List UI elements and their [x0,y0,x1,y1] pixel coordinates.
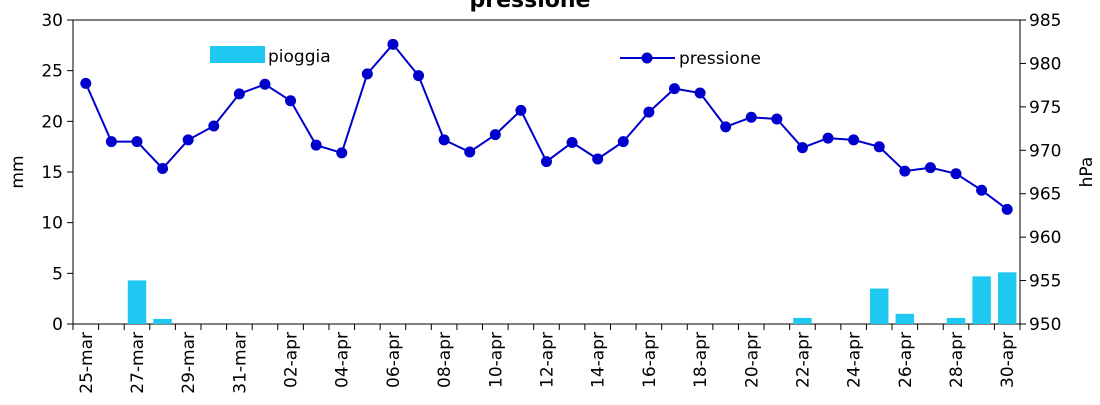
pressure-point [668,83,680,95]
rain-bar [997,272,1017,324]
pressure-point [438,134,450,146]
y-right-tick-label: 960 [1029,228,1061,248]
pressure-point [182,134,194,146]
pressure-point [464,146,476,158]
x-tick-label: 16-apr [640,332,660,388]
legend-swatch-pioggia [210,46,265,63]
plot-frame [72,19,1021,325]
pressure-point [80,77,92,89]
x-tick-label: 28-apr [947,332,967,388]
y-left-tick-label: 20 [41,112,63,132]
x-tick-label: 10-apr [486,332,506,388]
pressure-point [796,142,808,154]
pressure-point [643,106,655,118]
x-tick-label: 27-mar [128,332,148,394]
y-right-tick-label: 975 [1029,98,1061,118]
y-right-tick-label: 980 [1029,54,1061,74]
x-tick-label: 06-apr [384,332,404,388]
x-tick-label: 26-apr [896,332,916,388]
pressure-point [617,136,629,148]
pressure-point [976,184,988,196]
rain-bar [153,318,172,324]
y-axis-title-left: mm [8,155,28,188]
pressure-point [771,113,783,125]
rain-bar [127,280,147,324]
pressure-point [592,153,604,165]
pressure-point [489,129,501,141]
y-right-tick-label: 950 [1029,315,1061,335]
pressure-point [361,68,373,80]
y-right-tick-label: 985 [1029,11,1061,31]
y-left-tick-label: 30 [41,11,63,31]
pressure-point [899,165,911,177]
x-tick-label: 25-mar [77,332,97,394]
y-right-tick-label: 970 [1029,141,1061,161]
pressure-point [233,88,245,100]
pressure-point [950,168,962,180]
pressure-point [541,156,552,168]
y-right-tick-label: 965 [1029,185,1061,205]
pressure-point [848,134,860,146]
pressure-point [873,141,885,153]
y-right-tick-label: 955 [1029,272,1061,292]
pressure-point [105,136,117,148]
y-left-tick-label: 5 [52,264,63,284]
pressure-point [694,87,706,99]
pressure-point [822,132,834,144]
y-axis-title-right: hPa [1077,157,1097,188]
pressure-point [336,147,348,159]
x-tick-label: 04-apr [333,332,353,388]
pressure-point [720,121,732,133]
rain-bar [972,276,991,324]
x-tick-label: 30-apr [998,332,1018,388]
pressure-point [566,136,578,148]
x-tick-label: 18-apr [691,332,711,388]
pressure-point [745,111,757,123]
x-tick-label: 08-apr [435,332,455,388]
rain-bar [946,317,966,324]
pressure-point [413,70,425,82]
x-tick-label: 14-apr [589,332,609,388]
pressure-point [259,78,271,90]
pressure-point [515,104,527,116]
y-left-tick-label: 25 [41,62,63,82]
x-tick-label: 31-mar [230,332,250,394]
pressure-point [157,163,169,175]
rain-bar [870,288,889,324]
y-left-tick-label: 0 [52,315,63,335]
x-tick-label: 22-apr [793,332,813,388]
rain-bar [793,317,812,324]
pressure-point [310,139,322,151]
pressure-point [208,120,220,132]
rain-bar [895,313,915,324]
x-tick-label: 24-apr [845,332,865,388]
pressure-point [924,162,936,174]
pressure-point [1001,203,1013,215]
y-left-tick-label: 10 [41,214,63,234]
y-left-tick-label: 15 [41,163,63,183]
legend-label-pioggia: pioggia [268,47,331,67]
x-tick-label: 02-apr [282,332,302,388]
x-tick-label: 29-mar [179,332,199,394]
legend-label-pressione: pressione [679,49,761,69]
pressure-point [285,95,297,107]
pressure-point [131,136,143,148]
pressure-point [387,38,399,50]
x-tick-label: 12-apr [538,332,558,388]
legend-marker-pressione [641,52,653,64]
x-tick-label: 20-apr [742,332,762,388]
pressure-line [84,42,1008,211]
plot-area: 0 5 10 15 20 25 30 950 955 960 965 970 975 980 985 25-m… [8,11,1097,394]
chart-title: pressione [470,0,591,13]
